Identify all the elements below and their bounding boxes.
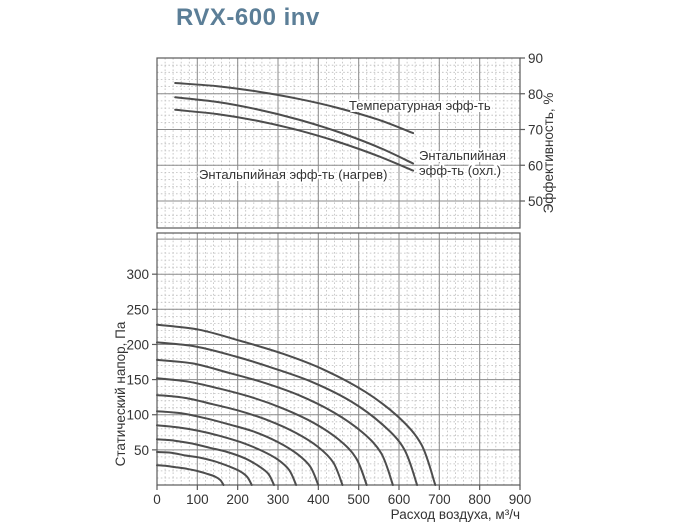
efficiency-curve-1: [174, 82, 415, 135]
fan-curve-7: [156, 424, 298, 486]
left-axis-tick-label: 150: [126, 373, 149, 388]
curve-label: Энтальпийная: [419, 148, 506, 163]
fan-curve-4: [156, 377, 368, 486]
x-axis-tick-label: 200: [226, 492, 249, 507]
fan-curve-10: [156, 464, 225, 486]
right-axis-tick-label: 90: [528, 51, 543, 66]
left-axis-tick-label: 250: [126, 302, 149, 317]
pressure-plot: [156, 232, 521, 486]
fan-curve-6: [156, 410, 320, 486]
fan-curve-5: [156, 394, 344, 486]
minor-grid: [157, 233, 520, 485]
fan-curve-1: [156, 323, 437, 486]
fan-curve-8: [156, 438, 275, 486]
x-axis-tick-label: 600: [388, 492, 411, 507]
plot-border: [156, 57, 521, 229]
left-axis-tick-label: 300: [126, 267, 149, 282]
fan-curve-3: [156, 358, 394, 486]
page-title: RVX-600 inv: [176, 4, 320, 31]
x-axis-title: Расход воздуха, м³/ч: [391, 507, 520, 522]
right-axis-title: Эффективность, %: [541, 93, 556, 214]
curve-label: Температурная эфф-ть: [349, 98, 491, 113]
x-axis-tick-label: 900: [509, 492, 532, 507]
x-axis-tick-label: 300: [267, 492, 290, 507]
major-grid: [157, 233, 520, 485]
right-axis-tick-label: 60: [528, 158, 543, 173]
efficiency-curve-3: [174, 108, 415, 172]
major-grid: [157, 58, 520, 228]
x-axis-tick-label: 0: [153, 492, 161, 507]
left-axis-tick-label: 100: [126, 408, 149, 423]
x-axis-tick-label: 500: [347, 492, 370, 507]
efficiency-curve-2: [174, 96, 415, 165]
left-axis-tick-label: 200: [126, 337, 149, 352]
fan-curve-2: [156, 341, 419, 486]
right-axis-tick-label: 70: [528, 123, 543, 138]
fan-curve-9: [156, 451, 253, 486]
curve-label: Энтальпийная эфф-ть (нагрев): [199, 167, 387, 182]
curve-label: эфф-ть (охл.): [419, 163, 501, 178]
left-axis-title: Статический напор, Па: [113, 321, 128, 466]
right-axis-tick-label: 50: [528, 194, 543, 209]
x-axis-tick-label: 400: [307, 492, 330, 507]
x-axis-tick-label: 800: [468, 492, 491, 507]
x-axis-tick-label: 100: [186, 492, 209, 507]
right-axis-tick-label: 80: [528, 87, 543, 102]
left-axis-tick-label: 50: [134, 443, 149, 458]
x-axis-tick-label: 700: [428, 492, 451, 507]
